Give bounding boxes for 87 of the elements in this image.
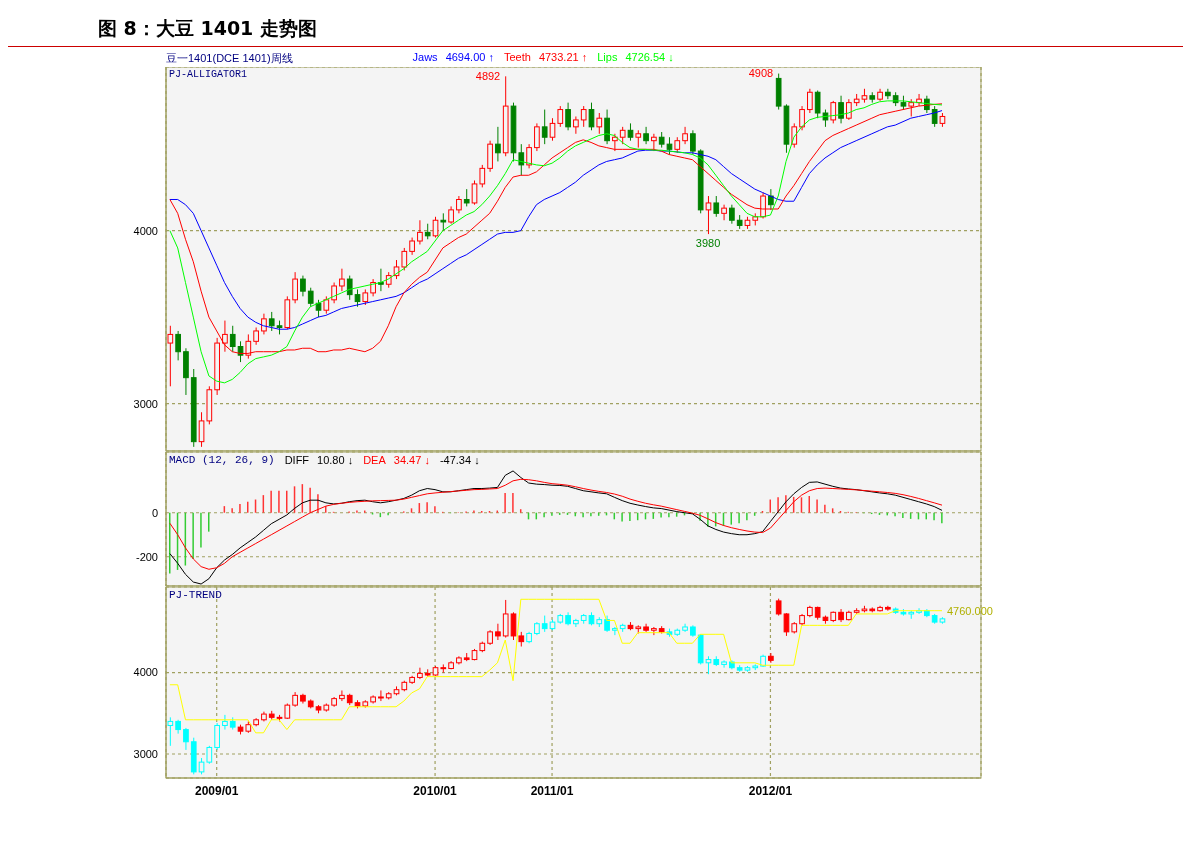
candlestick bbox=[222, 714, 228, 731]
candlestick bbox=[612, 626, 618, 636]
candlestick bbox=[292, 271, 298, 304]
text: 4694.00 ↑ bbox=[445, 51, 494, 63]
candlestick bbox=[495, 623, 501, 641]
annotation: 4892 bbox=[475, 70, 501, 83]
candlestick bbox=[580, 105, 587, 128]
candlestick bbox=[175, 330, 181, 361]
y-tick-label: 3000 bbox=[133, 397, 158, 410]
chart-subtitle: 豆一1401(DCE 1401)周线 bbox=[166, 51, 293, 66]
candlestick bbox=[300, 275, 306, 297]
candlestick bbox=[643, 126, 649, 145]
candlestick bbox=[378, 689, 384, 702]
y-tick-label: 4000 bbox=[133, 666, 158, 679]
candlestick bbox=[502, 599, 509, 639]
candlestick bbox=[799, 105, 805, 131]
candlestick bbox=[229, 325, 236, 353]
text: Teeth bbox=[503, 51, 531, 63]
candlestick bbox=[830, 100, 837, 124]
candlestick bbox=[604, 109, 610, 145]
candlestick bbox=[549, 117, 556, 142]
candlestick bbox=[651, 626, 657, 636]
annotation: 3980 bbox=[695, 236, 721, 249]
x-tick-label: 2010/01 bbox=[413, 783, 458, 798]
candlestick bbox=[541, 109, 548, 145]
chart-title: MACD (12, 26, 9) bbox=[169, 454, 275, 466]
candlestick bbox=[339, 268, 345, 292]
candlestick bbox=[346, 275, 353, 301]
candlestick bbox=[518, 143, 525, 176]
chart-title: 图 8：大豆 1401 走势图 bbox=[8, 8, 1183, 47]
text: 4726.54 ↓ bbox=[625, 51, 674, 63]
y-tick-label: 4000 bbox=[133, 224, 158, 237]
text: 4733.21 ↑ bbox=[538, 51, 588, 63]
y-tick-label: 0 bbox=[151, 506, 158, 519]
candlestick bbox=[588, 102, 595, 131]
candlestick bbox=[768, 188, 774, 211]
text: Jaws bbox=[412, 51, 438, 63]
candlestick bbox=[838, 95, 844, 124]
annotation: 10.80 ↓ bbox=[317, 454, 354, 466]
line-series bbox=[169, 598, 943, 734]
annotation: 4908 bbox=[748, 67, 774, 80]
candlestick bbox=[573, 618, 579, 628]
candlestick bbox=[729, 204, 735, 225]
x-tick-label: 2011/01 bbox=[530, 783, 574, 798]
candlestick bbox=[417, 667, 423, 680]
line-series bbox=[169, 478, 943, 570]
candlestick bbox=[705, 195, 712, 235]
candlestick bbox=[510, 611, 517, 641]
x-tick-label: 2012/01 bbox=[748, 783, 793, 798]
chart-title: PJ-TREND bbox=[169, 589, 222, 601]
candlestick bbox=[846, 98, 852, 121]
candlestick bbox=[495, 126, 501, 162]
candlestick bbox=[339, 689, 345, 702]
text: DEA bbox=[363, 454, 386, 466]
text: 4760.000 bbox=[947, 604, 993, 617]
candlestick bbox=[651, 133, 657, 152]
text: Lips bbox=[597, 51, 618, 63]
candlestick bbox=[565, 102, 571, 131]
candlestick bbox=[331, 282, 337, 304]
candlestick bbox=[573, 115, 579, 135]
y-tick-label: 3000 bbox=[133, 747, 158, 760]
candlestick bbox=[596, 112, 603, 135]
annotation: 34.47 ↓ bbox=[393, 454, 430, 466]
candlestick bbox=[721, 659, 727, 669]
candlestick bbox=[807, 88, 813, 114]
text: DIFF bbox=[284, 454, 310, 466]
candlestick bbox=[690, 129, 696, 156]
candlestick bbox=[682, 126, 688, 145]
line-series bbox=[169, 470, 943, 585]
candlestick bbox=[214, 722, 220, 751]
candlestick bbox=[307, 287, 314, 308]
annotation: -47.34 ↓ bbox=[439, 454, 480, 466]
y-tick-label: -200 bbox=[135, 550, 158, 563]
candlestick bbox=[557, 105, 564, 128]
candlestick bbox=[721, 204, 727, 221]
candlestick bbox=[471, 179, 478, 206]
candlestick bbox=[417, 219, 423, 245]
candlestick bbox=[268, 311, 275, 332]
candlestick bbox=[768, 652, 774, 664]
candlestick bbox=[479, 164, 486, 188]
x-tick-label: 2009/01 bbox=[195, 783, 239, 798]
candlestick bbox=[526, 143, 532, 169]
candlestick bbox=[885, 88, 891, 100]
candlestick bbox=[713, 195, 720, 218]
annotation: PJ-ALLIGATOR1 bbox=[169, 69, 248, 80]
candlestick bbox=[534, 122, 540, 152]
candlestick bbox=[183, 727, 189, 751]
